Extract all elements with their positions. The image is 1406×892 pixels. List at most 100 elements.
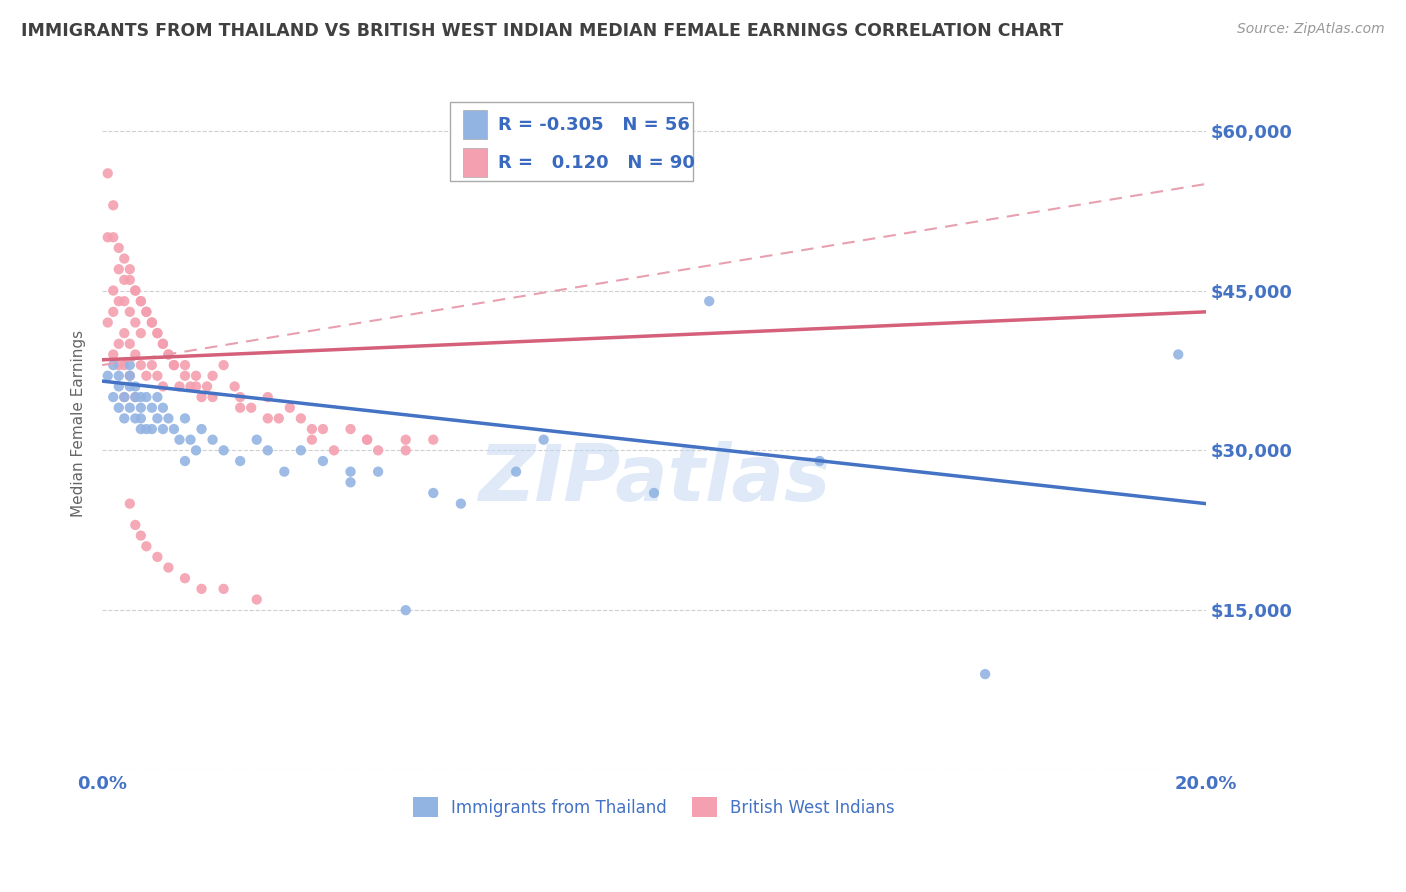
Point xyxy=(246,433,269,447)
Point xyxy=(97,166,120,180)
Point xyxy=(124,379,146,393)
Point xyxy=(107,336,129,351)
FancyBboxPatch shape xyxy=(463,148,488,178)
Point xyxy=(190,422,212,436)
Point xyxy=(212,358,235,372)
Point xyxy=(224,379,246,393)
Point xyxy=(152,336,174,351)
Point xyxy=(256,390,278,404)
Point xyxy=(112,390,135,404)
Point xyxy=(141,422,163,436)
Point xyxy=(141,401,163,415)
Point xyxy=(103,230,125,244)
Point xyxy=(367,465,389,479)
Point xyxy=(290,411,312,425)
Point xyxy=(112,358,135,372)
Point xyxy=(112,390,135,404)
Point xyxy=(163,358,186,372)
Point xyxy=(697,294,720,309)
Point xyxy=(256,411,278,425)
Point xyxy=(1167,347,1189,361)
Point xyxy=(267,411,290,425)
Point xyxy=(201,368,224,383)
FancyBboxPatch shape xyxy=(450,102,693,181)
Point xyxy=(124,390,146,404)
Point xyxy=(395,603,418,617)
Point xyxy=(124,517,146,532)
Point xyxy=(184,443,207,458)
Point xyxy=(157,411,180,425)
Text: Source: ZipAtlas.com: Source: ZipAtlas.com xyxy=(1237,22,1385,37)
Point xyxy=(184,379,207,393)
Point xyxy=(129,411,152,425)
Point xyxy=(103,347,125,361)
Point xyxy=(112,252,135,266)
Point xyxy=(141,358,163,372)
Point xyxy=(256,443,278,458)
Point xyxy=(118,368,141,383)
Point xyxy=(174,454,197,468)
Point xyxy=(107,294,129,309)
Point xyxy=(118,358,141,372)
Point xyxy=(212,443,235,458)
Text: ZIPatlas: ZIPatlas xyxy=(478,442,830,517)
Point xyxy=(146,368,169,383)
FancyBboxPatch shape xyxy=(463,110,488,139)
Point xyxy=(174,358,197,372)
Point xyxy=(112,411,135,425)
Point xyxy=(107,262,129,277)
Point xyxy=(301,433,323,447)
Point xyxy=(190,582,212,596)
Point xyxy=(129,326,152,340)
Point xyxy=(422,433,444,447)
Point xyxy=(169,433,191,447)
Point xyxy=(107,401,129,415)
Text: IMMIGRANTS FROM THAILAND VS BRITISH WEST INDIAN MEDIAN FEMALE EARNINGS CORRELATI: IMMIGRANTS FROM THAILAND VS BRITISH WEST… xyxy=(21,22,1063,40)
Point xyxy=(157,347,180,361)
Point xyxy=(124,316,146,330)
Point xyxy=(103,358,125,372)
Point xyxy=(135,422,157,436)
Point xyxy=(339,465,361,479)
Point xyxy=(974,667,997,681)
Point xyxy=(107,241,129,255)
Point xyxy=(107,379,129,393)
Point xyxy=(129,294,152,309)
Point xyxy=(124,347,146,361)
Point xyxy=(339,475,361,490)
Point xyxy=(229,401,252,415)
Point xyxy=(174,368,197,383)
Point xyxy=(157,560,180,574)
Point xyxy=(146,549,169,564)
Point xyxy=(174,411,197,425)
Point xyxy=(124,390,146,404)
Point xyxy=(367,443,389,458)
Point xyxy=(129,390,152,404)
Point xyxy=(179,379,201,393)
Point xyxy=(278,401,301,415)
Point xyxy=(97,368,120,383)
Point xyxy=(118,401,141,415)
Point xyxy=(135,539,157,553)
Point xyxy=(152,401,174,415)
Point xyxy=(129,358,152,372)
Point xyxy=(135,305,157,319)
Point xyxy=(190,390,212,404)
Point xyxy=(290,443,312,458)
Point xyxy=(135,368,157,383)
Text: R =   0.120   N = 90: R = 0.120 N = 90 xyxy=(498,153,696,171)
Point xyxy=(450,497,472,511)
Point xyxy=(103,284,125,298)
Point xyxy=(229,390,252,404)
Point xyxy=(163,422,186,436)
Point xyxy=(124,411,146,425)
Point xyxy=(152,336,174,351)
Legend: Immigrants from Thailand, British West Indians: Immigrants from Thailand, British West I… xyxy=(406,790,901,824)
Text: R = -0.305   N = 56: R = -0.305 N = 56 xyxy=(498,116,690,134)
Point xyxy=(112,326,135,340)
Point xyxy=(533,433,555,447)
Point xyxy=(97,230,120,244)
Point xyxy=(135,390,157,404)
Point xyxy=(103,198,125,212)
Point xyxy=(395,433,418,447)
